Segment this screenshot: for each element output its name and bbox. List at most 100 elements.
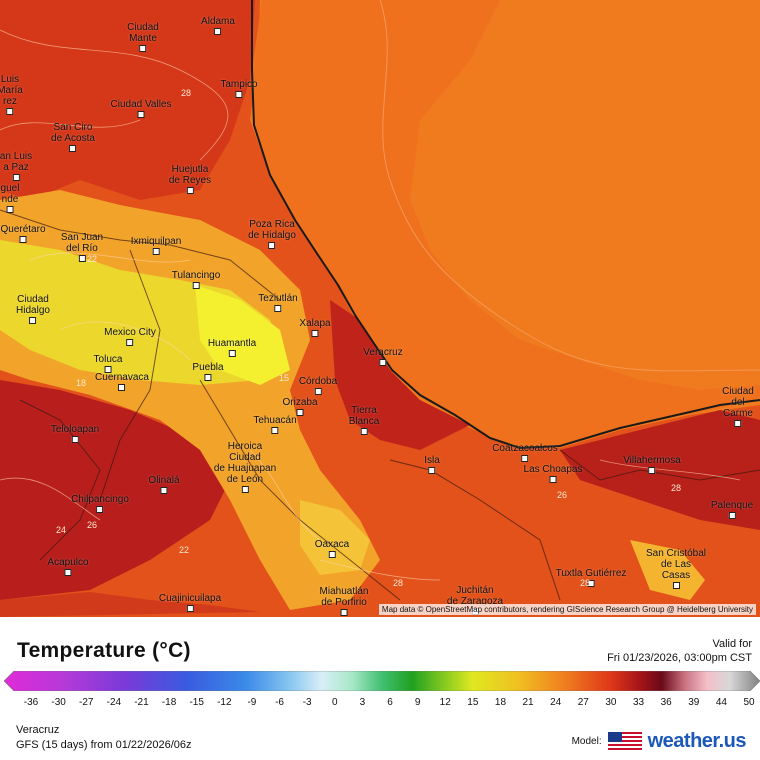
city-label: Coatzacoalcos (492, 443, 558, 465)
hot-zone-south (0, 380, 230, 600)
city-label: Villahermosa (623, 455, 681, 477)
city-label: Mexico City (104, 327, 156, 349)
city-name: Ciudad Hidalgo (16, 294, 50, 316)
city-name: Teziutlán (258, 293, 298, 304)
location-name: Veracruz (16, 724, 60, 736)
temperature-map[interactable]: Ciudad Mante Aldama Luis María rez Tampico C… (0, 0, 760, 617)
city-name: Teloloapan (50, 424, 100, 435)
city-label: Olinalá (148, 475, 180, 497)
city-label: Palenque (711, 500, 753, 522)
city-name: Juchitán de Zaragoza (446, 585, 504, 607)
city-name: Veracruz (363, 347, 403, 358)
city-name: Mexico City (104, 327, 156, 338)
city-marker-icon (328, 551, 336, 558)
city-label: Tulancingo (172, 270, 220, 292)
city-label: Ciudad Hidalgo (16, 294, 50, 327)
city-name: San Juan del Río (60, 232, 104, 254)
isotherm-label: 26 (557, 490, 568, 500)
city-marker-icon (71, 436, 79, 443)
city-marker-icon (734, 420, 742, 427)
city-marker-icon (672, 582, 680, 589)
isotherm-label: 28 (671, 483, 682, 493)
city-label: Xalapa (299, 318, 331, 340)
city-name: Toluca (93, 354, 123, 365)
city-label: Teziutlán (258, 293, 298, 315)
city-label: San Cristóbal de Las Casas (646, 548, 706, 592)
mild-chiapas (630, 540, 705, 600)
hot-zone-north (0, 0, 255, 200)
city-name: Oaxaca (314, 539, 350, 550)
city-name: Acapulco (47, 557, 89, 568)
brand-block[interactable]: Model: weather.us (571, 730, 747, 753)
city-label: Huamantla (208, 338, 256, 360)
city-name: Xalapa (299, 318, 331, 329)
city-name: Cuajinicuilapa (158, 593, 222, 604)
city-marker-icon (192, 282, 200, 289)
city-name: Orizaba (282, 397, 318, 408)
city-marker-icon (29, 317, 37, 324)
city-marker-icon (6, 206, 14, 213)
city-marker-icon (241, 486, 249, 493)
mild-south (300, 500, 370, 575)
city-label: Miahuatlán de Porfirio (320, 586, 368, 617)
city-label: San Juan del Río (61, 232, 103, 265)
city-label: Toluca (93, 354, 123, 376)
city-name: Tampico (220, 79, 258, 90)
scale-tick-label: 15 (467, 697, 479, 708)
city-name: Huamantla (207, 338, 257, 349)
valid-time: Fri 01/23/2026, 03:00pm CST (607, 652, 752, 664)
scale-ticks: -36 -30 -27 -24 -21 -18 -15 -12 -9 -6 -3 0 3 6 9 12 15 18… (0, 697, 760, 711)
city-label: Ciudad Valles (110, 99, 172, 121)
city-name: San Ciro de Acosta (51, 122, 95, 144)
scale-tick-label: -9 (247, 697, 257, 708)
city-marker-icon (314, 388, 322, 395)
city-name: Olinalá (148, 475, 180, 486)
city-marker-icon (96, 506, 104, 513)
city-label: Oaxaca (315, 539, 349, 561)
scale-tick-label: 3 (359, 697, 366, 708)
city-marker-icon (587, 580, 595, 587)
city-marker-icon (69, 145, 77, 152)
scale-tick-label: 0 (331, 697, 338, 708)
scale-tick-label: -36 (23, 697, 39, 708)
city-label: Veracruz (363, 347, 403, 369)
city-marker-icon (19, 236, 27, 243)
isotherm-label: 18 (76, 378, 87, 388)
isotherm-label: 26 (87, 520, 98, 530)
scale-tick-label: -24 (106, 697, 122, 708)
map-attribution[interactable]: Map data © OpenStreetMap contributors, r… (378, 604, 756, 615)
scale-tick-label: -30 (51, 697, 66, 708)
scale-tick-label: -6 (275, 697, 284, 708)
city-name: Palenque (710, 500, 754, 511)
city-label: San Ciro de Acosta (51, 122, 95, 155)
city-marker-icon (428, 467, 436, 474)
scale-tick-label: 39 (688, 697, 700, 708)
color-scale-bar (4, 671, 760, 691)
isotherm-label: 22 (179, 545, 190, 555)
cool-zone-puebla (195, 285, 290, 385)
city-name: Isla (424, 455, 440, 466)
city-name: Ciudad Valles (110, 99, 172, 110)
city-marker-icon (728, 512, 736, 519)
city-name: San Cristóbal de Las Casas (645, 548, 707, 581)
city-marker-icon (152, 248, 160, 255)
city-marker-icon (186, 605, 194, 612)
city-label: Luis María rez (0, 74, 23, 118)
scale-tick-label: 12 (439, 697, 451, 708)
valid-label: Valid for (712, 638, 752, 650)
valid-time-block: Valid for Fri 01/23/2026, 03:00pm CST (607, 637, 752, 665)
city-marker-icon (235, 91, 243, 98)
city-marker-icon (274, 305, 282, 312)
city-name: Ixmiquilpan (130, 236, 182, 247)
brand-logo[interactable]: weather.us (647, 730, 747, 752)
city-label: Teloloapan (51, 424, 99, 446)
city-name: Tehuacán (253, 415, 297, 426)
city-name: Tuxtla Gutiérrez (555, 568, 627, 579)
city-marker-icon (228, 350, 236, 357)
city-name: Ciudad del Carme (722, 386, 754, 419)
city-name: Las Choapas (523, 464, 583, 475)
city-name: Puebla (192, 362, 224, 373)
city-name: Luis María rez (0, 74, 23, 107)
model-label: Model: (571, 736, 602, 747)
city-label: Chilpancingo (71, 494, 129, 516)
